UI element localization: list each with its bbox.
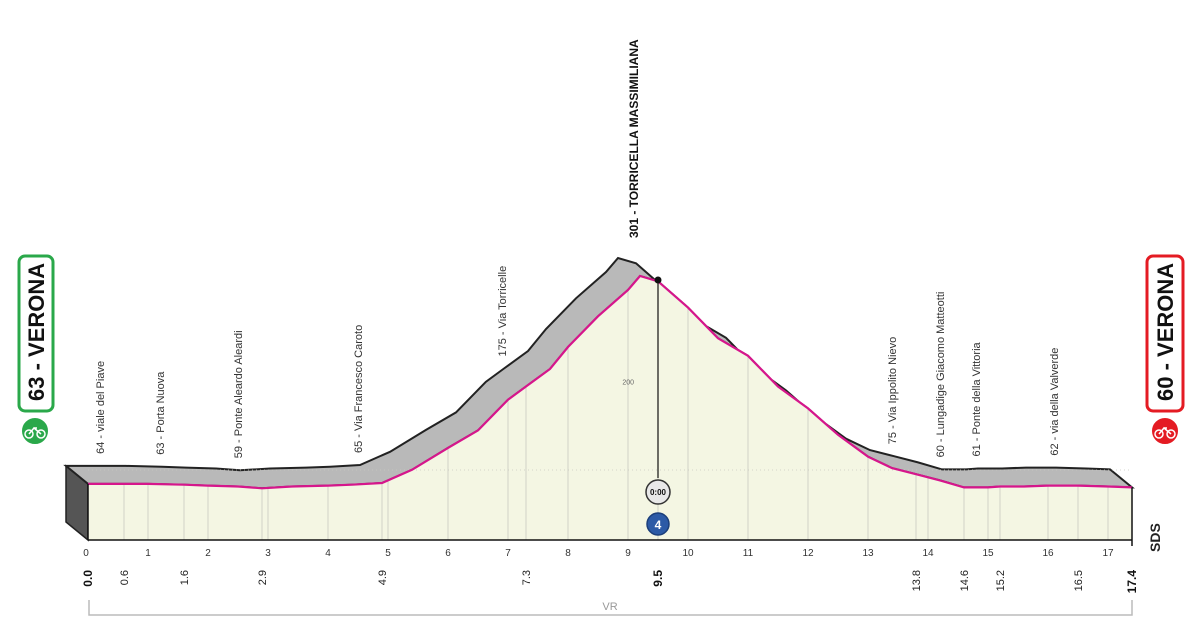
summit-dot bbox=[654, 276, 662, 284]
km-tick-label: 7 bbox=[505, 548, 511, 559]
km-tick-label: 11 bbox=[743, 548, 754, 559]
province-label: VR bbox=[602, 601, 617, 613]
point-km-label: 16.5 bbox=[1073, 570, 1085, 591]
summit-marker: 0:00 4 bbox=[645, 276, 671, 536]
point-km-label: 15.2 bbox=[995, 570, 1007, 591]
point-km-labels: 0.0 0.6 1.6 2.9 4.9 7.3 9.5 13.8 14.6 15.2 16.5 17.… bbox=[81, 570, 1139, 594]
km-tick-labels: 0 1 2 3 4 5 6 7 8 9 10 11 12 13 14 15 16 17 bbox=[83, 548, 1114, 559]
point-km-label: 0.0 bbox=[81, 570, 95, 587]
climb-category: 4 bbox=[655, 518, 662, 532]
elevation-scale-label: 200 bbox=[622, 380, 634, 387]
point-name-label: 75 - Via Ippolito Nievo bbox=[887, 337, 899, 444]
point-km-label: 4.9 bbox=[377, 570, 389, 585]
point-km-label: 2.9 bbox=[257, 570, 269, 585]
km-tick-label: 10 bbox=[682, 548, 694, 559]
finish-label: 60 - VERONA bbox=[1153, 263, 1178, 401]
start-badge: 63 - VERONA bbox=[17, 254, 55, 446]
elevation-line bbox=[88, 274, 1133, 490]
sponsor-logo: SDS bbox=[1147, 523, 1163, 552]
finish-badge: 60 - VERONA bbox=[1145, 254, 1185, 446]
point-name-label: 301 - TORRICELLA MASSIMILIANA bbox=[627, 39, 641, 238]
km-tick-label: 3 bbox=[265, 548, 271, 559]
km-tick-label: 13 bbox=[862, 548, 874, 559]
point-name-label: 60 - Lungadige Giacomo Matteotti bbox=[935, 292, 947, 458]
point-name-label: 65 - Via Francesco Caroto bbox=[353, 325, 365, 453]
point-name-labels: 64 - viale del Piave 63 - Porta Nuova 59 -… bbox=[95, 39, 1061, 458]
point-km-label: 0.6 bbox=[119, 570, 131, 585]
point-km-label: 17.4 bbox=[1125, 570, 1139, 594]
point-km-label: 13.8 bbox=[911, 570, 923, 591]
finish-bike-icon bbox=[1150, 416, 1180, 446]
km-tick-label: 2 bbox=[205, 548, 211, 559]
start-label: 63 - VERONA bbox=[24, 263, 49, 401]
distance-gridlines bbox=[88, 281, 1132, 540]
point-name-label: 64 - viale del Piave bbox=[95, 361, 107, 454]
point-name-label: 62 - via della Valverde bbox=[1049, 348, 1061, 456]
bike-icon bbox=[20, 416, 50, 446]
km-tick-label: 1 bbox=[145, 548, 151, 559]
finish-bike-glyph bbox=[1154, 426, 1176, 439]
intermediate-time: 0:00 bbox=[650, 488, 667, 497]
km-tick-label: 8 bbox=[565, 548, 571, 559]
bike-glyph bbox=[24, 426, 46, 439]
point-km-label: 9.5 bbox=[651, 570, 665, 587]
km-tick-label: 0 bbox=[83, 548, 89, 559]
stopwatch-icon bbox=[645, 479, 671, 505]
province-bracket bbox=[88, 600, 1133, 616]
km-tick-label: 14 bbox=[922, 548, 934, 559]
km-tick-label: 16 bbox=[1042, 548, 1054, 559]
km-tick-label: 12 bbox=[802, 548, 814, 559]
point-name-label: 61 - Ponte della Vittoria bbox=[971, 341, 983, 456]
km-tick-label: 6 bbox=[445, 548, 451, 559]
km-tick-label: 4 bbox=[325, 548, 331, 559]
point-km-label: 7.3 bbox=[521, 570, 533, 585]
climb-category-icon bbox=[646, 512, 670, 536]
km-tick-label: 17 bbox=[1102, 548, 1114, 559]
point-km-label: 1.6 bbox=[179, 570, 191, 585]
point-name-label: 63 - Porta Nuova bbox=[155, 371, 167, 455]
point-name-label: 59 - Ponte Aleardo Aleardi bbox=[233, 330, 245, 458]
km-tick-label: 15 bbox=[982, 548, 994, 559]
km-tick-label: 9 bbox=[625, 548, 631, 559]
point-name-label: 175 - Via Torricelle bbox=[497, 266, 509, 357]
elevation-area bbox=[88, 276, 1132, 540]
point-km-label: 14.6 bbox=[959, 570, 971, 591]
km-tick-label: 5 bbox=[385, 548, 391, 559]
